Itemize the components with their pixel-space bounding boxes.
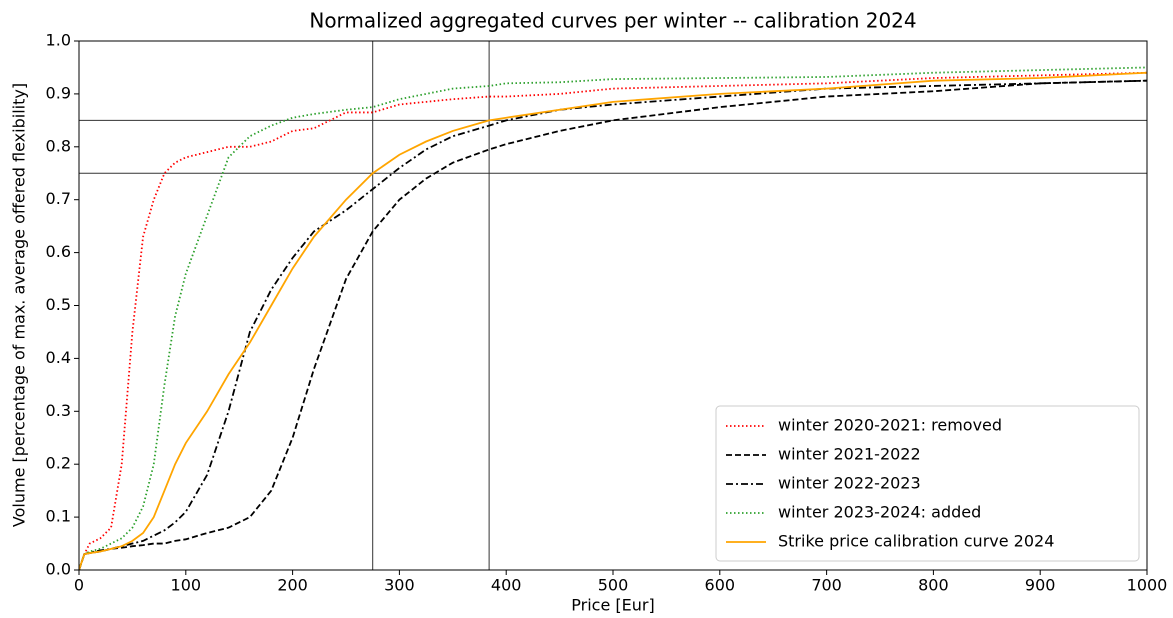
y-tick-label: 1.0 xyxy=(46,31,71,50)
x-tick-label: 600 xyxy=(705,576,736,595)
x-tick-label: 300 xyxy=(384,576,415,595)
series-line xyxy=(79,66,1147,570)
legend-box xyxy=(715,405,1140,562)
x-tick-label: 0 xyxy=(74,576,84,595)
chart-title: Normalized aggregated curves per winter … xyxy=(309,9,916,33)
y-axis-label: Volume [percentage of max. average offer… xyxy=(10,83,29,527)
x-tick-label: 900 xyxy=(1025,576,1056,595)
x-tick-label: 500 xyxy=(598,576,629,595)
y-tick-label: 0.3 xyxy=(46,401,71,420)
y-tick-label: 0.5 xyxy=(46,295,71,314)
legend-label: winter 2023-2024: added xyxy=(778,503,981,522)
y-tick-label: 0.9 xyxy=(46,83,71,102)
legend-label: Strike price calibration curve 2024 xyxy=(778,532,1054,551)
series-line xyxy=(79,71,1147,570)
y-tick-label: 0.4 xyxy=(46,348,71,367)
x-tick-label: 1000 xyxy=(1127,576,1168,595)
x-tick-label: 100 xyxy=(171,576,202,595)
x-axis-label: Price [Eur] xyxy=(571,596,654,615)
x-tick-label: 800 xyxy=(918,576,949,595)
x-tick-label: 400 xyxy=(491,576,522,595)
plot-frame xyxy=(78,40,1148,571)
y-tick-label: 0.8 xyxy=(46,136,71,155)
x-tick-label: 700 xyxy=(811,576,842,595)
legend-label: winter 2022-2023 xyxy=(778,474,921,493)
legend-label: winter 2021-2022 xyxy=(778,445,921,464)
series-line xyxy=(79,79,1147,570)
y-tick-label: 0.7 xyxy=(46,189,71,208)
legend-label: winter 2020-2021: removed xyxy=(778,416,1002,435)
y-tick-label: 0.1 xyxy=(46,507,71,526)
y-tick-label: 0.0 xyxy=(46,560,71,579)
x-tick-label: 200 xyxy=(277,576,308,595)
y-tick-label: 0.6 xyxy=(46,242,71,261)
y-tick-label: 0.2 xyxy=(46,454,71,473)
